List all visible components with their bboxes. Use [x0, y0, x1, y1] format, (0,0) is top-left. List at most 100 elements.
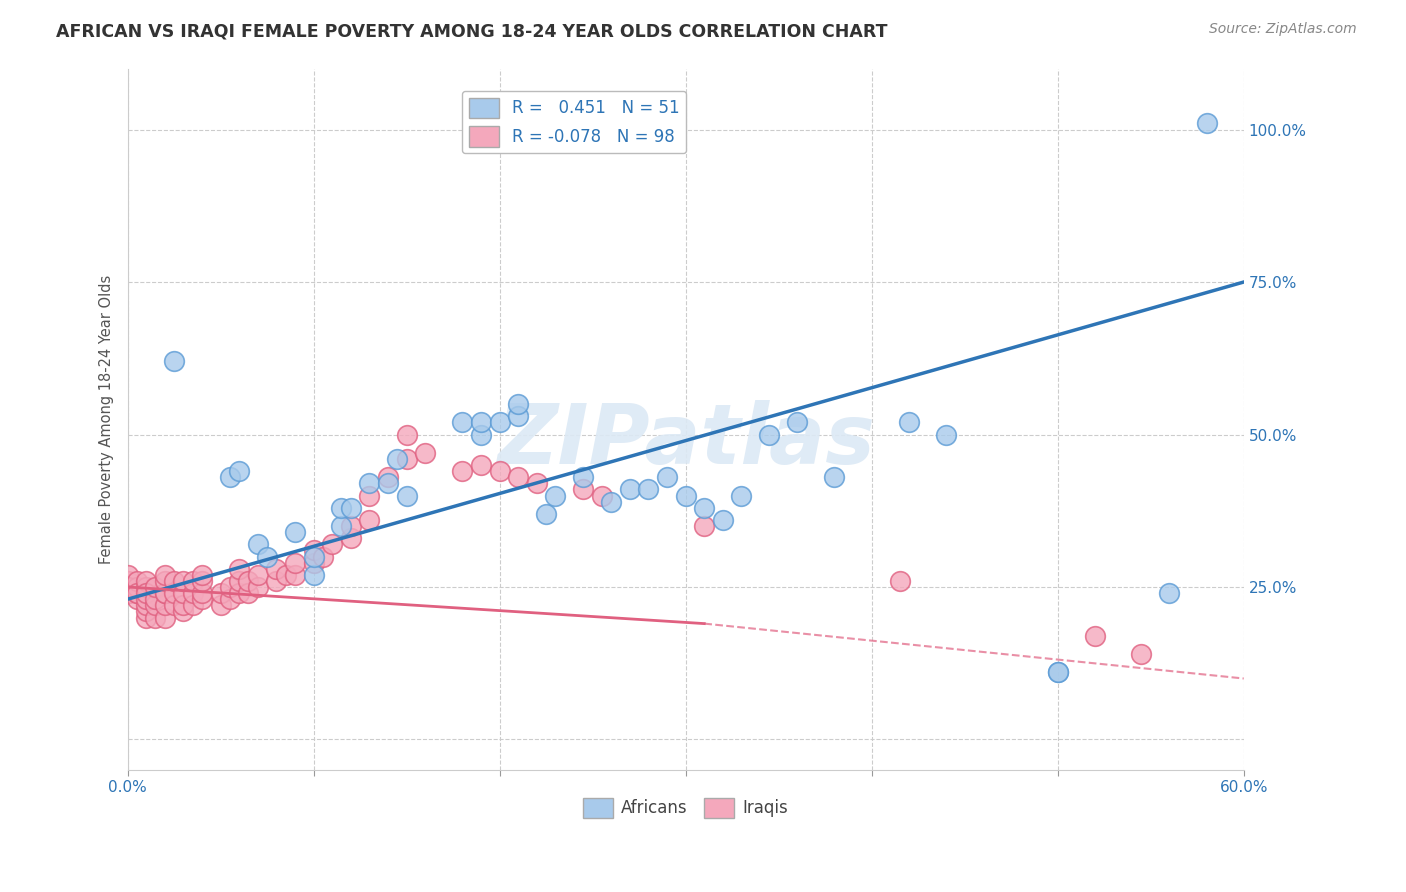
Point — [711, 513, 734, 527]
Point — [377, 476, 399, 491]
Point — [172, 599, 194, 613]
Point — [395, 451, 418, 466]
Point — [181, 574, 204, 588]
Point — [359, 489, 381, 503]
Point — [359, 476, 381, 491]
Point — [125, 574, 148, 588]
Point — [693, 500, 716, 515]
Point — [786, 415, 808, 429]
Point — [534, 507, 557, 521]
Point — [163, 586, 186, 600]
Point — [163, 354, 186, 368]
Point — [246, 567, 269, 582]
Point — [935, 427, 957, 442]
Point — [191, 586, 214, 600]
Y-axis label: Female Poverty Among 18-24 Year Olds: Female Poverty Among 18-24 Year Olds — [100, 275, 114, 564]
Point — [387, 451, 409, 466]
Point — [117, 580, 139, 594]
Point — [1046, 665, 1069, 680]
Point — [889, 574, 911, 588]
Point — [470, 415, 492, 429]
Point — [135, 574, 157, 588]
Point — [572, 470, 595, 484]
Point — [340, 519, 363, 533]
Point — [145, 610, 167, 624]
Point — [117, 574, 139, 588]
Point — [488, 415, 510, 429]
Point — [125, 580, 148, 594]
Text: AFRICAN VS IRAQI FEMALE POVERTY AMONG 18-24 YEAR OLDS CORRELATION CHART: AFRICAN VS IRAQI FEMALE POVERTY AMONG 18… — [56, 22, 887, 40]
Point — [451, 415, 474, 429]
Point — [544, 489, 567, 503]
Point — [191, 574, 214, 588]
Point — [135, 592, 157, 607]
Point — [117, 586, 139, 600]
Point — [125, 592, 148, 607]
Point — [572, 483, 595, 497]
Point — [125, 586, 148, 600]
Point — [340, 531, 363, 545]
Point — [125, 586, 148, 600]
Point — [619, 483, 641, 497]
Point — [451, 464, 474, 478]
Point — [218, 470, 240, 484]
Point — [135, 586, 157, 600]
Point — [135, 610, 157, 624]
Point — [897, 415, 920, 429]
Point — [675, 489, 697, 503]
Point — [1130, 647, 1153, 661]
Point — [302, 556, 325, 570]
Point — [637, 483, 659, 497]
Point — [1084, 629, 1107, 643]
Point — [330, 519, 353, 533]
Point — [153, 599, 176, 613]
Point — [145, 580, 167, 594]
Point — [145, 592, 167, 607]
Point — [1046, 665, 1069, 680]
Point — [228, 574, 250, 588]
Point — [488, 464, 510, 478]
Point — [172, 574, 194, 588]
Point — [591, 489, 613, 503]
Point — [266, 574, 288, 588]
Point — [181, 599, 204, 613]
Point — [218, 580, 240, 594]
Point — [508, 470, 530, 484]
Point — [302, 549, 325, 564]
Point — [228, 464, 250, 478]
Point — [1195, 116, 1218, 130]
Point — [153, 586, 176, 600]
Point — [117, 580, 139, 594]
Point — [172, 586, 194, 600]
Point — [209, 586, 232, 600]
Point — [191, 592, 214, 607]
Point — [284, 556, 307, 570]
Point — [153, 586, 176, 600]
Point — [395, 489, 418, 503]
Point — [730, 489, 752, 503]
Point — [117, 586, 139, 600]
Point — [238, 586, 260, 600]
Point — [163, 599, 186, 613]
Point — [413, 446, 436, 460]
Point — [218, 592, 240, 607]
Point — [256, 549, 278, 564]
Point — [117, 567, 139, 582]
Point — [758, 427, 780, 442]
Point — [377, 470, 399, 484]
Point — [302, 543, 325, 558]
Point — [312, 549, 335, 564]
Point — [153, 610, 176, 624]
Point — [395, 427, 418, 442]
Point — [163, 574, 186, 588]
Point — [824, 470, 846, 484]
Point — [321, 537, 343, 551]
Point — [693, 519, 716, 533]
Point — [284, 567, 307, 582]
Point — [246, 580, 269, 594]
Point — [191, 567, 214, 582]
Point — [284, 525, 307, 540]
Point — [172, 604, 194, 618]
Point — [228, 562, 250, 576]
Text: Source: ZipAtlas.com: Source: ZipAtlas.com — [1209, 22, 1357, 37]
